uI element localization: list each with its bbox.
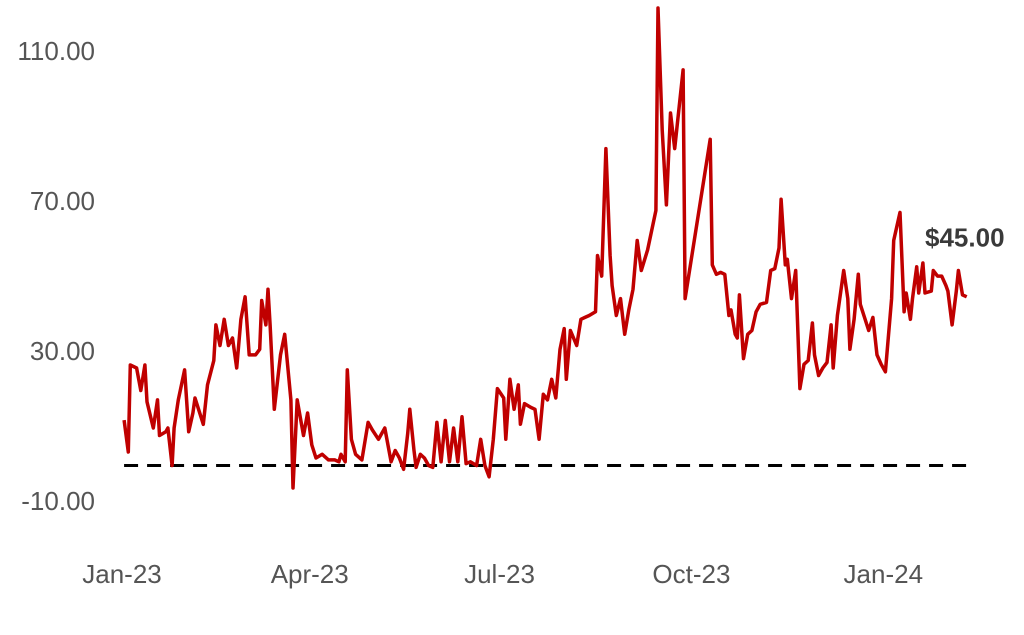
x-tick-label: Jul-23	[464, 559, 535, 589]
price-line	[122, 6, 968, 490]
end-label: $45.00	[925, 223, 1005, 253]
x-tick-label: Oct-23	[652, 559, 730, 589]
x-tick-label: Jan-23	[82, 559, 162, 589]
y-tick-label: -10.00	[21, 486, 95, 516]
y-tick-label: 30.00	[30, 336, 95, 366]
y-tick-label: 70.00	[30, 186, 95, 216]
y-tick-label: 110.00	[17, 36, 95, 66]
x-tick-label: Apr-23	[271, 559, 349, 589]
x-tick-label: Jan-24	[844, 559, 924, 589]
